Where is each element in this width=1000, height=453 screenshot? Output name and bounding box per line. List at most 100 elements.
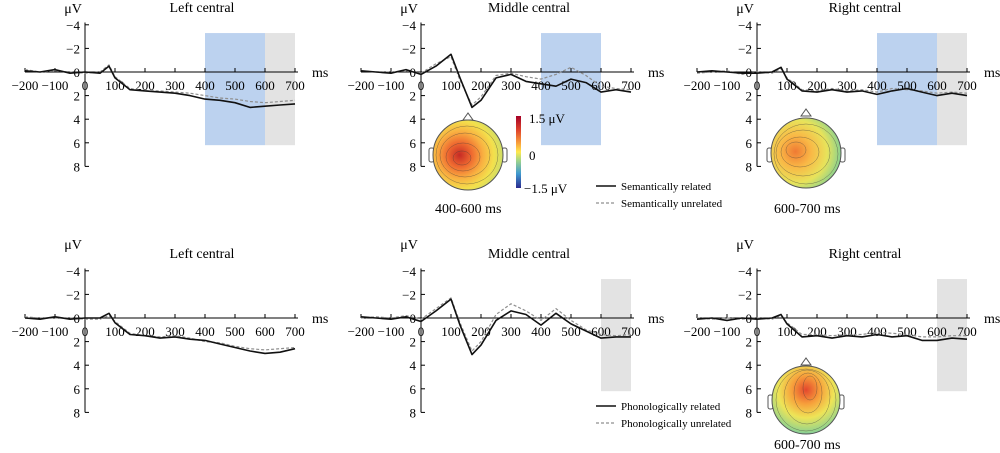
topomap-phonological-600-700: 600-700 ms	[767, 357, 845, 453]
x-tick-label: 300	[165, 78, 185, 93]
topomap-label: 600-700 ms	[774, 202, 841, 217]
x-tick-label: −200	[348, 324, 375, 339]
analysis-window-gray	[265, 33, 295, 146]
y-tick-label: −2	[738, 287, 752, 302]
analysis-window-gray	[937, 33, 967, 146]
series-related-line	[696, 66, 968, 97]
y-tick-label: 2	[410, 335, 417, 350]
y-unit-label: μV	[736, 238, 754, 253]
panel-title: Left central	[170, 247, 235, 262]
analysis-window-blue	[205, 33, 265, 146]
topomap-head	[771, 365, 841, 435]
x-tick-label: 200	[471, 78, 491, 93]
x-tick-label: 600	[255, 78, 275, 93]
y-tick-label: 2	[746, 89, 753, 104]
y-tick-label: 2	[74, 89, 81, 104]
x-unit-label: ms	[984, 66, 1000, 81]
x-tick-label: 300	[165, 324, 185, 339]
x-tick-label: 400	[531, 324, 551, 339]
topomap-contours	[775, 368, 837, 432]
y-tick-label: −4	[66, 18, 80, 33]
y-tick-label: 8	[746, 159, 753, 174]
y-tick-label: 2	[74, 335, 81, 350]
y-unit-label: μV	[400, 2, 418, 17]
x-tick-label: 100	[105, 78, 125, 93]
y-tick-label: −4	[738, 18, 752, 33]
panel-title: Right central	[829, 1, 902, 16]
x-tick-label: −200	[348, 78, 375, 93]
x-tick-label: 0	[754, 324, 761, 339]
x-tick-label: 600	[927, 324, 947, 339]
x-tick-label: 200	[135, 78, 155, 93]
colorbar-min-label: −1.5 μV	[524, 181, 568, 196]
series-related-line	[24, 312, 296, 355]
x-tick-label: 600	[927, 78, 947, 93]
x-unit-label: ms	[648, 66, 664, 81]
colorbar-gradient	[516, 116, 521, 188]
y-tick-label: 8	[74, 405, 81, 420]
topomap-semantic-600-700: 600-700 ms	[766, 108, 846, 217]
x-tick-label: 0	[82, 324, 89, 339]
y-unit-label: μV	[400, 238, 418, 253]
y-tick-label: 8	[74, 159, 81, 174]
analysis-window-gray	[937, 279, 967, 392]
x-tick-label: 0	[82, 78, 89, 93]
y-tick-label: −2	[66, 41, 80, 56]
y-tick-label: −2	[738, 41, 752, 56]
y-tick-label: −4	[402, 18, 416, 33]
x-tick-label: 300	[501, 324, 521, 339]
y-tick-label: 4	[410, 358, 417, 373]
y-tick-label: −4	[402, 264, 416, 279]
y-tick-label: −4	[66, 264, 80, 279]
colorbar-mid-label: 0	[529, 148, 536, 163]
topomap-head	[432, 119, 504, 191]
panel-title: Right central	[829, 247, 902, 262]
legend-semantic-unrelated: Semantically unrelated	[621, 198, 723, 210]
x-tick-label: 0	[418, 78, 425, 93]
x-tick-label: 500	[225, 78, 245, 93]
y-tick-label: 4	[746, 112, 753, 127]
x-tick-label: −100	[714, 78, 741, 93]
legend-phonological-related: Phonologically related	[621, 401, 721, 413]
y-tick-label: −2	[66, 287, 80, 302]
panel-title: Middle central	[488, 1, 570, 16]
x-tick-label: 100	[777, 324, 797, 339]
x-tick-label: 600	[255, 324, 275, 339]
x-tick-label: 100	[441, 78, 461, 93]
x-tick-label: 400	[867, 78, 887, 93]
legend-phonological: Phonologically related Phonologically un…	[596, 401, 732, 430]
y-tick-label: 6	[746, 136, 753, 151]
x-tick-label: 300	[837, 324, 857, 339]
x-tick-label: 300	[501, 78, 521, 93]
x-tick-label: −100	[42, 78, 69, 93]
panel-title: Middle central	[488, 247, 570, 262]
x-unit-label: ms	[312, 66, 328, 81]
y-tick-label: 6	[74, 136, 81, 151]
topomap-nose	[800, 357, 812, 366]
series-related-line	[360, 53, 632, 109]
x-tick-label: −200	[684, 324, 711, 339]
series-related-line	[24, 65, 296, 109]
x-tick-label: 400	[531, 78, 551, 93]
y-tick-label: 8	[410, 405, 417, 420]
x-tick-label: 300	[837, 78, 857, 93]
x-tick-label: 500	[561, 324, 581, 339]
x-tick-label: 500	[897, 324, 917, 339]
x-unit-label: ms	[312, 312, 328, 327]
x-tick-label: 200	[471, 324, 491, 339]
x-tick-label: 600	[591, 324, 611, 339]
topomap-head	[770, 117, 842, 189]
y-tick-label: 6	[410, 136, 417, 151]
x-tick-label: 700	[621, 78, 641, 93]
series-related-line	[360, 298, 631, 356]
y-tick-label: 4	[74, 358, 81, 373]
x-tick-label: 100	[777, 78, 797, 93]
x-tick-label: 700	[285, 78, 305, 93]
y-tick-label: 4	[410, 112, 417, 127]
y-tick-label: 2	[746, 335, 753, 350]
colorbar-max-label: 1.5 μV	[529, 111, 565, 126]
